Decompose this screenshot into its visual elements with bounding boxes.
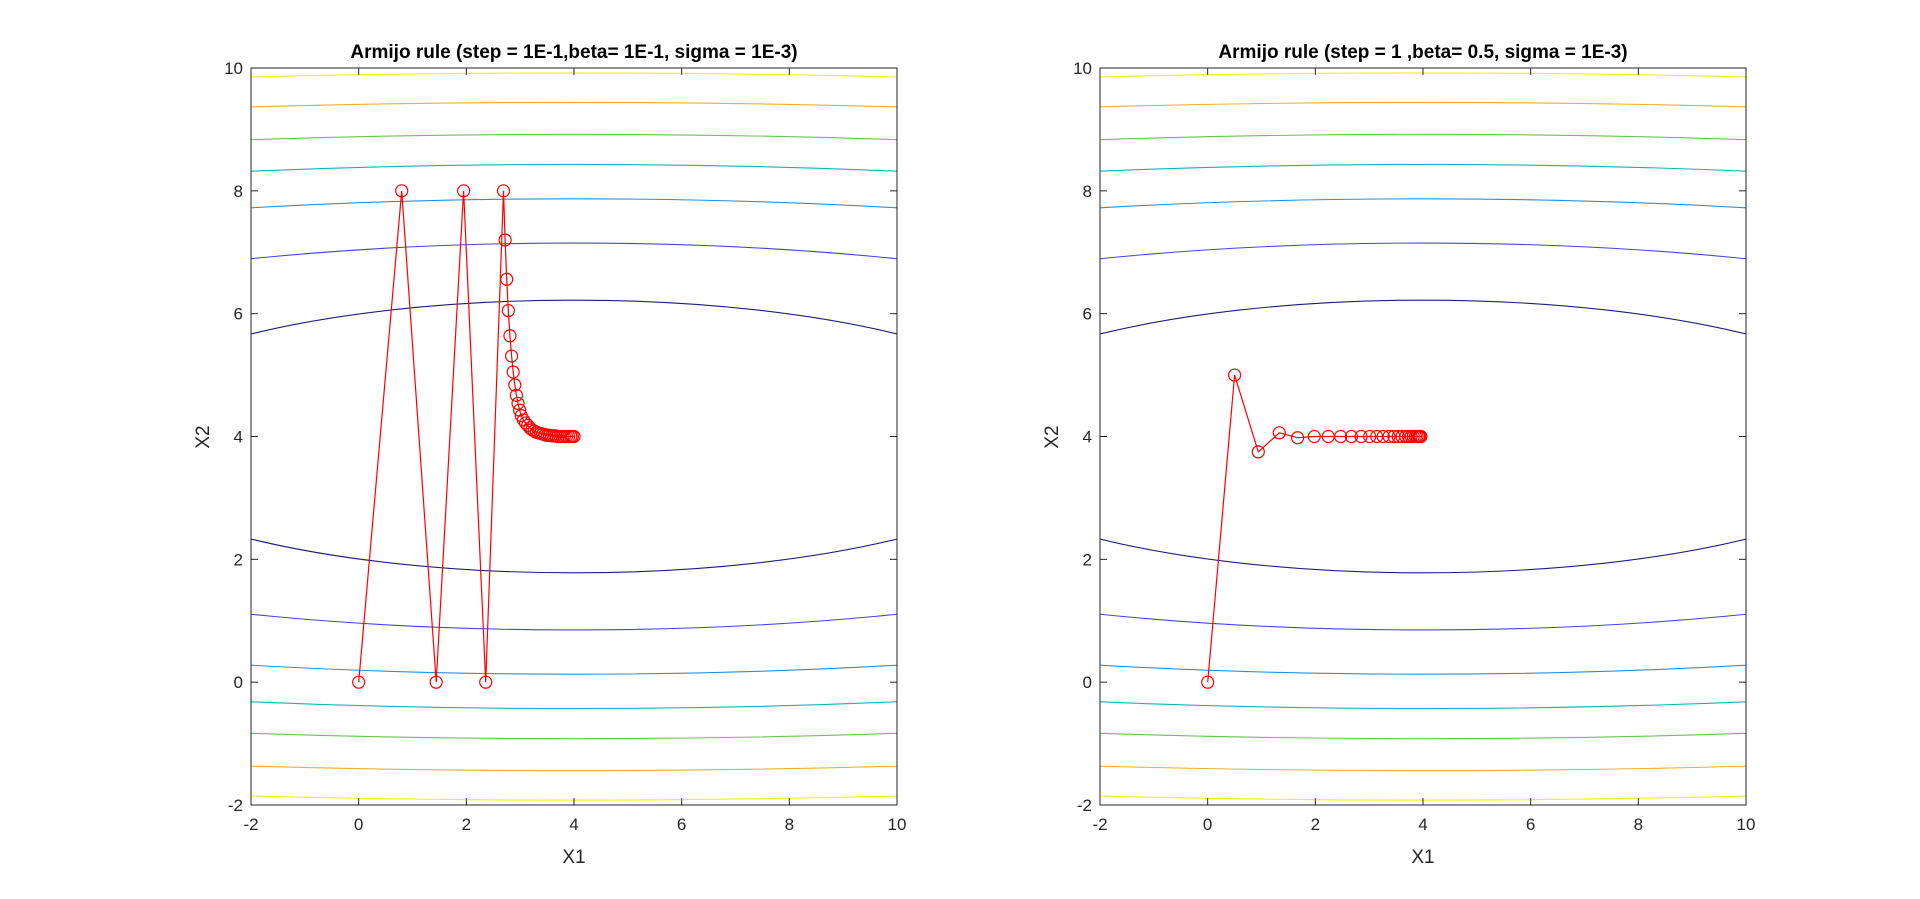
x-tick-label: -2 [243,815,258,834]
path-point [1414,429,1428,444]
path-point [506,365,520,379]
x-tick-label: 10 [1737,815,1756,834]
path-point [1382,429,1396,444]
y-tick-label: 8 [1083,182,1092,201]
y-tick-label: 8 [234,182,243,201]
plot-area: -2 0 2 4 6 8 10 -2 0 2 4 6 8 10 [1073,59,1756,834]
x-tick-label: 6 [1526,815,1535,834]
y-axis-label: X2 [1042,425,1063,448]
x-tick-label: 0 [354,815,363,834]
path-point [508,378,522,392]
x-tick-label: 2 [462,815,471,834]
path-point [457,184,471,198]
subplot-left: Armijo rule (step = 1E-1,beta= 1E-1, sig… [193,42,907,868]
path-point [1354,429,1368,444]
path-point [1251,445,1265,459]
y-tick-label: 2 [234,550,243,569]
path-point [1290,431,1305,445]
x-tick-label: 4 [1418,815,1427,834]
y-tick-label: 0 [1083,673,1092,692]
path-point [1272,426,1286,440]
x-tick-label: 8 [1634,815,1643,834]
path-point [1227,368,1242,382]
chart-title: Armijo rule (step = 1E-1,beta= 1E-1, sig… [350,42,797,63]
path-point [511,396,525,410]
y-tick-label: 10 [1073,59,1092,78]
path-point [500,272,514,286]
path-point [1201,675,1215,689]
path-point [1395,429,1409,444]
y-tick-label: -2 [228,796,243,815]
path-point [429,675,443,689]
path-point [503,329,517,343]
path-point [1376,429,1390,444]
plot-area: -2 0 2 4 6 8 10 -2 0 2 4 6 8 10 [224,59,907,834]
path-point [1344,429,1359,444]
contour-line-2 [1100,242,1746,631]
contour-line-3 [1100,198,1746,675]
x-tick-label: -2 [1092,815,1107,834]
path-point [352,675,366,689]
path-point [395,184,409,198]
chart-title: Armijo rule (step = 1 ,beta= 0.5, sigma … [1218,42,1627,63]
y-tick-label: 0 [234,673,243,692]
contour-line-1 [251,299,897,574]
y-tick-label: 6 [234,305,243,324]
y-tick-label: 10 [224,59,243,78]
y-tick-label: -2 [1077,796,1092,815]
path-point [509,388,523,402]
y-tick-label: 2 [1083,550,1092,569]
subplot-right: Armijo rule (step = 1 ,beta= 0.5, sigma … [1042,42,1756,868]
y-axis-label: X2 [193,425,214,448]
contour-line-3 [251,198,897,675]
x-tick-label: 6 [677,815,686,834]
path-point [1334,429,1348,444]
path-point [498,233,512,247]
path-point [513,403,527,417]
path-point [479,675,493,689]
path-point [567,429,581,444]
path-point [1391,429,1405,444]
contour-line-6 [251,101,897,772]
contour-line-5 [251,133,897,740]
y-tick-label: 6 [1083,305,1092,324]
contour-line-5 [1100,133,1746,740]
y-tick-label: 4 [234,428,243,447]
path-point [501,303,515,318]
contour-line-6 [1100,101,1746,772]
x-axis-label: X1 [1411,847,1434,868]
contour-line-4 [1100,163,1746,710]
contour-line-2 [251,242,897,631]
x-axis-label: X1 [562,847,585,868]
y-tick-label: 4 [1083,428,1092,447]
x-tick-label: 8 [785,815,794,834]
contour-line-1 [1100,299,1746,574]
path-point [1363,429,1377,444]
contour-line-4 [251,163,897,710]
x-tick-label: 4 [569,815,578,834]
x-tick-label: 0 [1203,815,1212,834]
path-point [504,349,519,363]
path-point [1307,429,1321,444]
path-point [496,184,511,198]
x-tick-label: 10 [888,815,907,834]
x-tick-label: 2 [1311,815,1320,834]
